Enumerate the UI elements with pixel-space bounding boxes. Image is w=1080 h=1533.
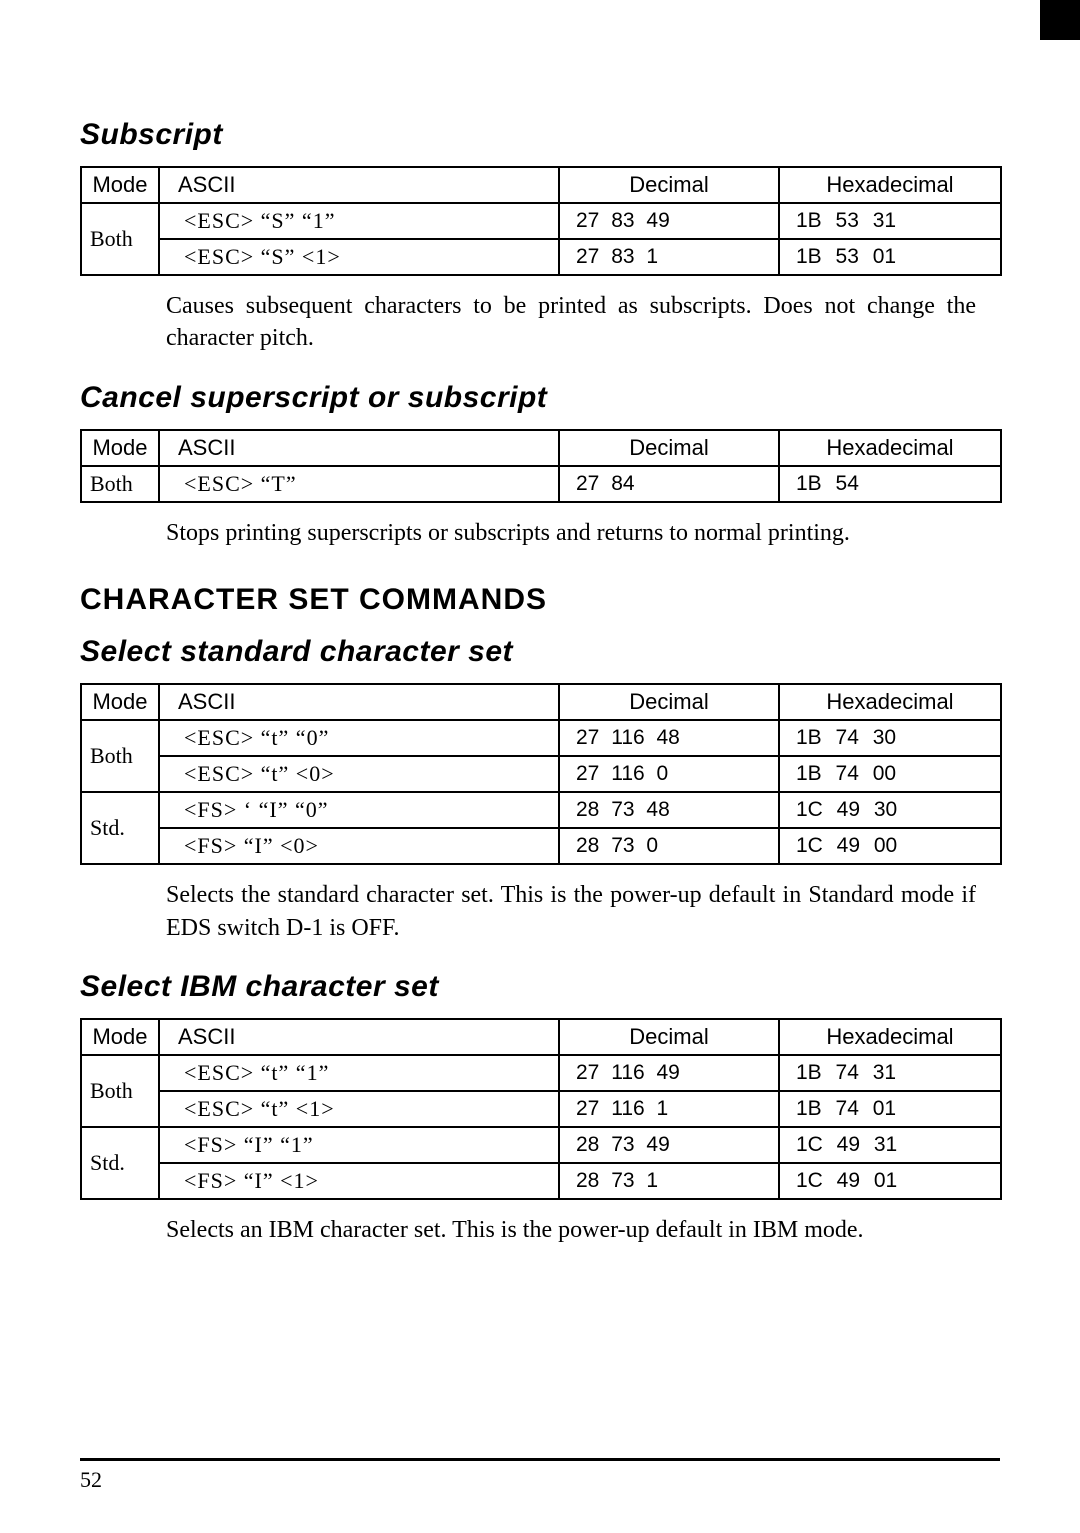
description-text: Stops printing superscripts or subscript… [166,517,976,549]
column-header: Decimal [559,1019,779,1055]
page-footer: 52 [80,1458,1000,1493]
table-row: <ESC> “t” <1>27 116 11B 74 01 [81,1091,1001,1127]
ascii-cell: <ESC> “t” <0> [159,756,559,792]
table-row: <ESC> “S” <1>27 83 11B 53 01 [81,239,1001,275]
section-heading: Subscript [80,118,1000,152]
table-row: <FS> “I” <0>28 73 01C 49 00 [81,828,1001,864]
mode-cell: Both [81,720,159,792]
column-header: Mode [81,684,159,720]
column-header: Hexadecimal [779,684,1001,720]
table-row: Both<ESC> “t” “1”27 116 491B 74 31 [81,1055,1001,1091]
decimal-cell: 27 116 48 [559,720,779,756]
decimal-cell: 27 116 0 [559,756,779,792]
column-header: Decimal [559,167,779,203]
table-row: Both<ESC> “T”27 841B 54 [81,466,1001,502]
table-row: Std.<FS> “I” “1”28 73 491C 49 31 [81,1127,1001,1163]
mode-cell: Std. [81,792,159,864]
hex-cell: 1B 53 31 [779,203,1001,239]
ascii-cell: <FS> “I” <0> [159,828,559,864]
section-heading: Select IBM character set [80,970,1000,1004]
column-header: Mode [81,167,159,203]
mode-cell: Std. [81,1127,159,1199]
section-heading: Select standard character set [80,635,1000,669]
decimal-cell: 27 83 49 [559,203,779,239]
command-table: ModeASCIIDecimalHexadecimalBoth<ESC> “S”… [80,166,1002,276]
column-header: Hexadecimal [779,1019,1001,1055]
ascii-cell: <FS> “I” “1” [159,1127,559,1163]
hex-cell: 1B 74 30 [779,720,1001,756]
decimal-cell: 27 84 [559,466,779,502]
page-number: 52 [80,1467,102,1492]
table-row: <FS> “I” <1>28 73 11C 49 01 [81,1163,1001,1199]
column-header: Decimal [559,684,779,720]
column-header: ASCII [159,684,559,720]
decimal-cell: 28 73 49 [559,1127,779,1163]
table-row: Both<ESC> “t” “0”27 116 481B 74 30 [81,720,1001,756]
table-row: Std.<FS> ‘ “I” “0”28 73 481C 49 30 [81,792,1001,828]
hex-cell: 1C 49 31 [779,1127,1001,1163]
column-header: ASCII [159,1019,559,1055]
ascii-cell: <FS> ‘ “I” “0” [159,792,559,828]
hex-cell: 1B 54 [779,466,1001,502]
description-text: Selects an IBM character set. This is th… [166,1214,976,1246]
hex-cell: 1B 74 01 [779,1091,1001,1127]
column-header: Hexadecimal [779,167,1001,203]
hex-cell: 1C 49 30 [779,792,1001,828]
ascii-cell: <ESC> “T” [159,466,559,502]
column-header: Mode [81,430,159,466]
table-row: Both<ESC> “S” “1”27 83 491B 53 31 [81,203,1001,239]
page-content: SubscriptModeASCIIDecimalHexadecimalBoth… [80,118,1000,1246]
column-header: ASCII [159,430,559,466]
chapter-heading: CHARACTER SET COMMANDS [80,583,1000,617]
hex-cell: 1B 74 31 [779,1055,1001,1091]
column-header: Hexadecimal [779,430,1001,466]
hex-cell: 1C 49 01 [779,1163,1001,1199]
description-text: Causes subsequent characters to be print… [166,290,976,355]
section-heading: Cancel superscript or subscript [80,381,1000,415]
command-table: ModeASCIIDecimalHexadecimalBoth<ESC> “t”… [80,683,1002,865]
decimal-cell: 28 73 0 [559,828,779,864]
mode-cell: Both [81,203,159,275]
ascii-cell: <ESC> “t” <1> [159,1091,559,1127]
ascii-cell: <ESC> “t” “0” [159,720,559,756]
column-header: ASCII [159,167,559,203]
hex-cell: 1B 74 00 [779,756,1001,792]
ascii-cell: <FS> “I” <1> [159,1163,559,1199]
decimal-cell: 27 83 1 [559,239,779,275]
decimal-cell: 28 73 1 [559,1163,779,1199]
ascii-cell: <ESC> “S” “1” [159,203,559,239]
column-header: Decimal [559,430,779,466]
ascii-cell: <ESC> “S” <1> [159,239,559,275]
description-text: Selects the standard character set. This… [166,879,976,944]
mode-cell: Both [81,1055,159,1127]
command-table: ModeASCIIDecimalHexadecimalBoth<ESC> “t”… [80,1018,1002,1200]
command-table: ModeASCIIDecimalHexadecimalBoth<ESC> “T”… [80,429,1002,503]
ascii-cell: <ESC> “t” “1” [159,1055,559,1091]
mode-cell: Both [81,466,159,502]
decimal-cell: 28 73 48 [559,792,779,828]
table-row: <ESC> “t” <0>27 116 01B 74 00 [81,756,1001,792]
hex-cell: 1B 53 01 [779,239,1001,275]
column-header: Mode [81,1019,159,1055]
hex-cell: 1C 49 00 [779,828,1001,864]
decimal-cell: 27 116 1 [559,1091,779,1127]
decimal-cell: 27 116 49 [559,1055,779,1091]
